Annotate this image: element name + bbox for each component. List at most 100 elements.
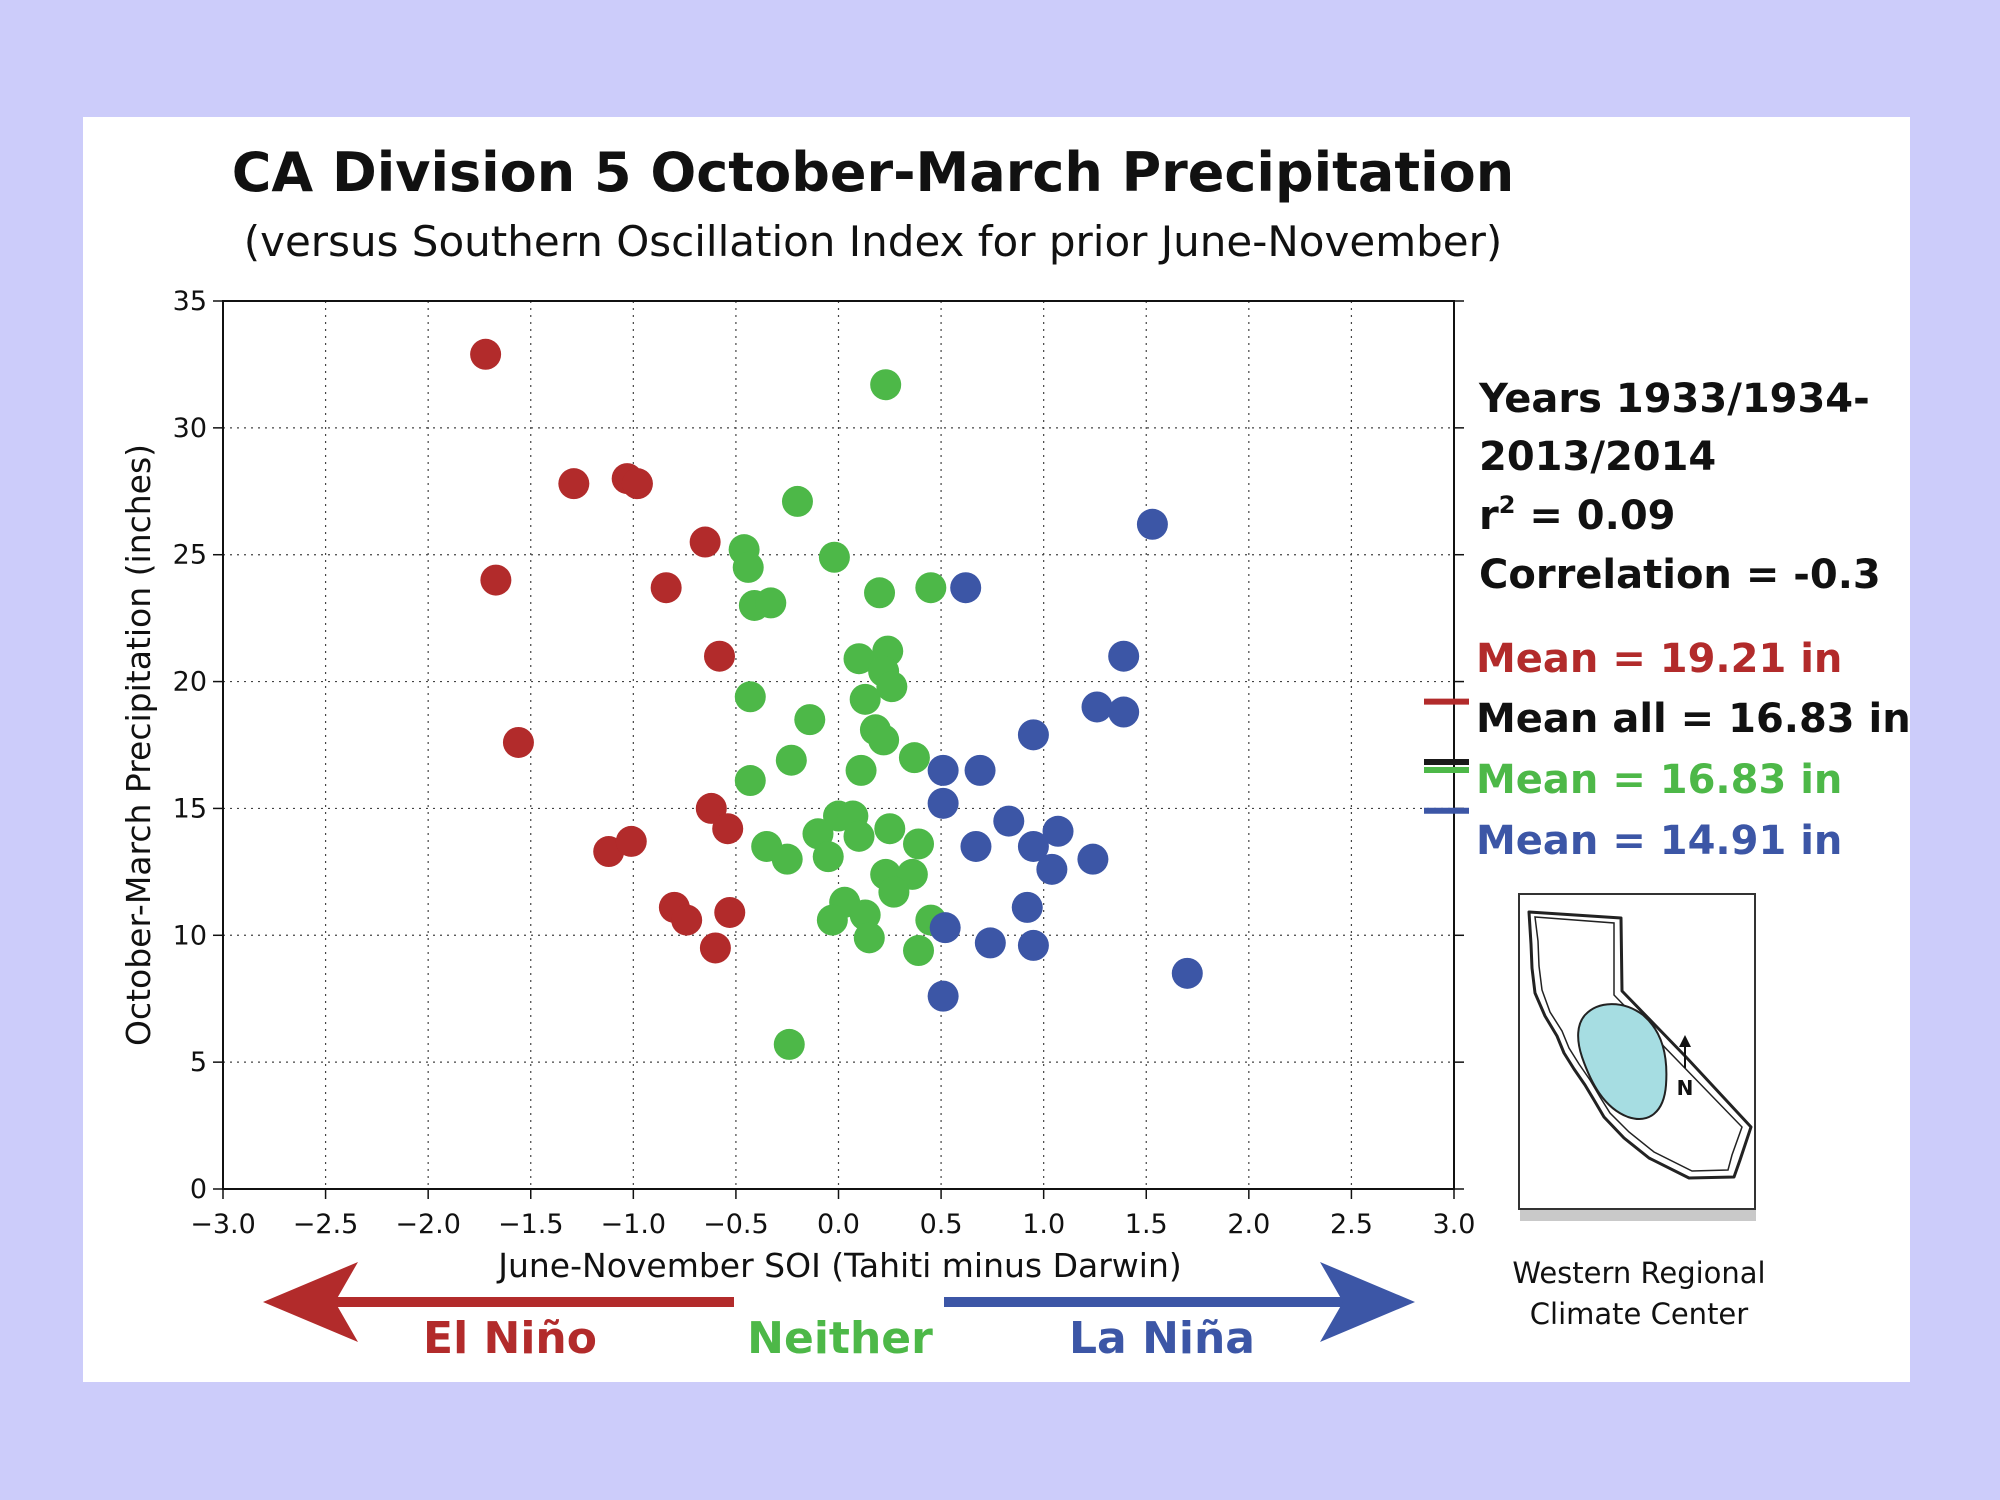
scatter-point bbox=[734, 681, 766, 713]
scatter-point bbox=[712, 813, 744, 845]
scatter-point bbox=[843, 820, 875, 852]
x-tick-label: −0.5 bbox=[703, 1209, 769, 1240]
phase-arrows: El Niño Neither La Niña bbox=[263, 1262, 1415, 1364]
california-map-inset: N Western Regional Climate Center bbox=[1512, 893, 1766, 1331]
scatter-point bbox=[621, 468, 653, 500]
scatter-point bbox=[714, 896, 746, 928]
scatter-point bbox=[1017, 929, 1049, 961]
scatter-point bbox=[993, 805, 1025, 837]
y-axis-label: October-March Precipitation (inches) bbox=[119, 444, 158, 1046]
scatter-point bbox=[480, 564, 512, 596]
y-tick-label: 10 bbox=[173, 920, 207, 951]
scatter-point bbox=[470, 338, 502, 370]
scatter-point bbox=[775, 744, 807, 776]
chart-panel: CA Division 5 October-March Precipitatio… bbox=[83, 117, 1910, 1382]
scatter-point bbox=[898, 742, 930, 774]
y-tick-label: 25 bbox=[173, 540, 207, 571]
plot-area: −3.0 −2.5 −2.0 −1.5 −1.0 −0.5 0.0 0.5 1.0 1.5 2.0 2… bbox=[173, 286, 1476, 1240]
scatter-point bbox=[929, 912, 961, 944]
scatter-point bbox=[853, 922, 885, 954]
scatter-point bbox=[734, 765, 766, 797]
north-arrow-head-icon bbox=[1679, 1035, 1691, 1047]
scatter-point bbox=[927, 980, 959, 1012]
years-line-1: Years 1933/1934- bbox=[1478, 376, 1870, 422]
scatter-point bbox=[689, 526, 721, 558]
mean-all-label: Mean all = 16.83 in bbox=[1476, 696, 1910, 742]
scatter-point bbox=[794, 704, 826, 736]
credit-line-2: Climate Center bbox=[1530, 1297, 1748, 1331]
x-tick-label: −2.5 bbox=[293, 1209, 359, 1240]
stats-block: Years 1933/1934- 2013/2014 r2 = 0.09 Cor… bbox=[1478, 376, 1881, 598]
x-tick-label: −1.5 bbox=[498, 1209, 564, 1240]
scatter-point bbox=[878, 876, 910, 908]
scatter-point bbox=[1011, 891, 1043, 923]
california-interior-icon bbox=[1534, 916, 1743, 1172]
x-tick-label: 1.5 bbox=[1125, 1209, 1168, 1240]
x-tick-label: −2.0 bbox=[395, 1209, 461, 1240]
grid-lines bbox=[223, 301, 1454, 1189]
scatter-point bbox=[558, 468, 590, 500]
r-squared: r2 = 0.09 bbox=[1479, 491, 1676, 539]
x-tick-label: 2.5 bbox=[1330, 1209, 1373, 1240]
scatter-point bbox=[1036, 853, 1068, 885]
scatter-point bbox=[771, 843, 803, 875]
scatter-point bbox=[1077, 843, 1109, 875]
el-nino-label: El Niño bbox=[423, 1313, 597, 1364]
scatter-point bbox=[502, 726, 534, 758]
scatter-point bbox=[903, 935, 935, 967]
division-5-region-icon bbox=[1577, 1003, 1668, 1120]
scatter-point bbox=[1017, 719, 1049, 751]
scatter-point bbox=[864, 577, 896, 609]
scatter-point bbox=[868, 724, 900, 756]
x-tick-label: 1.0 bbox=[1022, 1209, 1065, 1240]
scatter-point bbox=[1081, 691, 1113, 723]
x-axis-label: June-November SOI (Tahiti minus Darwin) bbox=[496, 1246, 1182, 1285]
la-nina-arrow-head bbox=[1320, 1262, 1415, 1342]
y-tick-label: 15 bbox=[173, 793, 207, 824]
x-tick-label: −3.0 bbox=[190, 1209, 256, 1240]
axis-ticks: −3.0 −2.5 −2.0 −1.5 −1.0 −0.5 0.0 0.5 1.0 1.5 2.0 2… bbox=[173, 286, 1476, 1240]
scatter-point bbox=[1017, 830, 1049, 862]
el-nino-arrow-head bbox=[263, 1262, 358, 1342]
y-tick-label: 5 bbox=[190, 1047, 207, 1078]
chart-svg: CA Division 5 October-March Precipitatio… bbox=[119, 141, 1910, 1364]
north-label: N bbox=[1677, 1076, 1694, 1100]
scatter-point bbox=[1136, 508, 1168, 540]
scatter-point bbox=[874, 813, 906, 845]
scatter-point bbox=[773, 1028, 805, 1060]
scatter-point bbox=[755, 587, 787, 619]
scatter-point bbox=[615, 825, 647, 857]
x-tick-label: 3.0 bbox=[1433, 1209, 1476, 1240]
mean-legend: Mean = 19.21 in Mean all = 16.83 in Mean… bbox=[1424, 636, 1910, 864]
chart-title: CA Division 5 October-March Precipitatio… bbox=[232, 141, 1514, 204]
neither-label: Neither bbox=[747, 1313, 933, 1364]
scatter-point bbox=[816, 904, 848, 936]
y-tick-label: 0 bbox=[190, 1174, 207, 1205]
data-points bbox=[470, 338, 1203, 1060]
scatter-point bbox=[704, 640, 736, 672]
mean-marks bbox=[1424, 698, 1469, 814]
y-tick-label: 30 bbox=[173, 413, 207, 444]
scatter-point bbox=[1108, 640, 1140, 672]
scatter-point bbox=[876, 671, 908, 703]
y-tick-label: 35 bbox=[173, 286, 207, 317]
scatter-point bbox=[849, 683, 881, 715]
scatter-point bbox=[927, 754, 959, 786]
scatter-point bbox=[927, 787, 959, 819]
scatter-point bbox=[843, 643, 875, 675]
scatter-point bbox=[903, 828, 935, 860]
scatter-point bbox=[845, 754, 877, 786]
mean-la-nina-label: Mean = 14.91 in bbox=[1476, 818, 1842, 864]
chart-subtitle: (versus Southern Oscillation Index for p… bbox=[244, 217, 1503, 266]
scatter-point bbox=[732, 551, 764, 583]
scatter-point bbox=[849, 899, 881, 931]
scatter-point bbox=[964, 754, 996, 786]
scatter-point bbox=[818, 541, 850, 573]
scatter-point bbox=[1042, 815, 1074, 847]
mean-neither-label: Mean = 16.83 in bbox=[1476, 757, 1842, 803]
scatter-point bbox=[781, 485, 813, 517]
scatter-point bbox=[960, 830, 992, 862]
years-line-2: 2013/2014 bbox=[1479, 434, 1716, 480]
scatter-point bbox=[950, 572, 982, 604]
scatter-point bbox=[812, 841, 844, 873]
